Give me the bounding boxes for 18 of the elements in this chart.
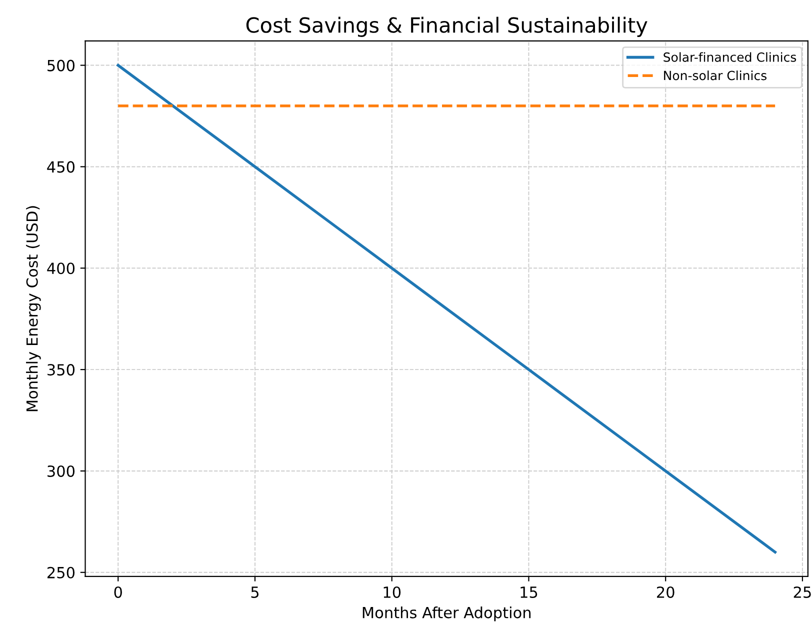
y-tick-label: 350 bbox=[48, 364, 75, 376]
y-tick-label: 300 bbox=[48, 465, 75, 477]
line-series bbox=[116, 64, 776, 554]
y-tick-label: 400 bbox=[47, 262, 75, 274]
y-axis-title: Monthly Energy Cost (USD) bbox=[26, 206, 41, 412]
x-axis-title: Months After Adoption bbox=[362, 606, 531, 622]
x-tick-label: 20 bbox=[656, 586, 674, 598]
y-tick-label: 450 bbox=[47, 161, 75, 173]
x-tick-label: 10 bbox=[384, 586, 401, 598]
y-tick-label: 500 bbox=[48, 60, 75, 72]
y-tick-label: 250 bbox=[47, 566, 75, 578]
x-tick-label: 5 bbox=[251, 586, 259, 598]
legend-label: Non-solar Clinics bbox=[664, 70, 766, 80]
x-tick-label: 0 bbox=[114, 586, 122, 598]
x-tick-label: 15 bbox=[520, 586, 538, 598]
x-tick-label: 25 bbox=[794, 586, 811, 598]
legend-label: Solar-financed Clinics bbox=[664, 52, 796, 62]
chart-title: Cost Savings & Financial Sustainability bbox=[246, 16, 648, 37]
